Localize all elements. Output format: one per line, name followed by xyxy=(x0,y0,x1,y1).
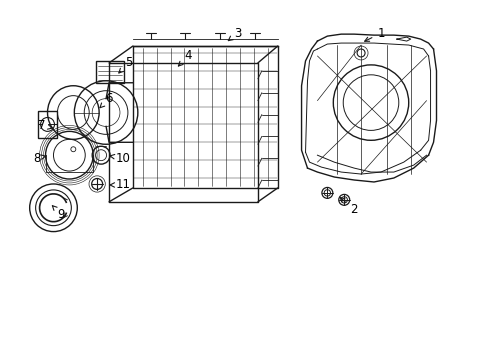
Bar xyxy=(96,61,123,83)
Text: 10: 10 xyxy=(109,152,130,165)
Text: 5: 5 xyxy=(119,57,132,73)
Text: 7: 7 xyxy=(38,119,52,132)
Text: 1: 1 xyxy=(364,27,384,41)
Text: 4: 4 xyxy=(178,49,192,66)
Text: 9: 9 xyxy=(52,206,65,221)
Text: 2: 2 xyxy=(340,198,357,216)
Bar xyxy=(38,111,57,138)
Text: 3: 3 xyxy=(228,27,241,41)
Text: 6: 6 xyxy=(100,92,113,108)
Text: 8: 8 xyxy=(33,152,46,165)
Text: 11: 11 xyxy=(109,179,130,192)
